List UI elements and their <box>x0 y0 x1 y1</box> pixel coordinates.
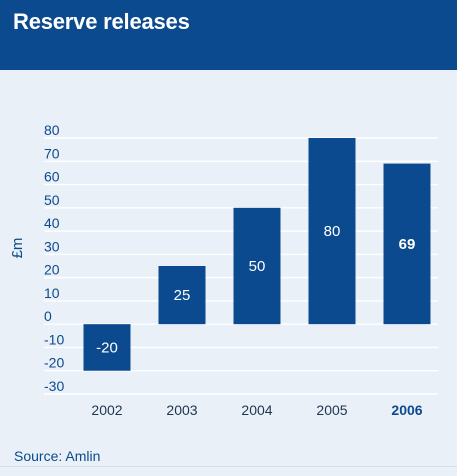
bar-2005 <box>308 138 356 325</box>
x-axis-ticks: 2002 2003 2004 2005 2006 <box>91 402 422 418</box>
y-tick-label: 70 <box>44 145 60 161</box>
x-tick-label: 2005 <box>316 402 347 418</box>
bar-2004 <box>233 207 281 325</box>
bar-value-label: 50 <box>249 258 266 275</box>
bars <box>83 138 431 371</box>
bar-labels: -20 25 50 80 69 <box>96 223 415 356</box>
y-axis-label: £m <box>9 238 26 259</box>
y-tick-label: 30 <box>44 238 60 254</box>
y-tick-label: 80 <box>44 122 60 138</box>
y-tick-label: 20 <box>44 262 60 278</box>
x-tick-label: 2006 <box>391 402 422 418</box>
x-tick-label: 2002 <box>91 402 122 418</box>
x-tick-label: 2003 <box>166 402 197 418</box>
bar-value-label: -20 <box>96 339 118 356</box>
y-tick-label: -20 <box>44 355 64 371</box>
bar-2006 <box>383 163 431 325</box>
y-axis-ticks: -30 -20 -10 0 10 20 30 40 50 60 70 80 <box>44 122 64 394</box>
y-tick-label: 40 <box>44 215 60 231</box>
bar-value-label: 25 <box>174 287 191 304</box>
bar-value-label: 80 <box>324 223 341 240</box>
y-tick-label: 50 <box>44 192 60 208</box>
footer-divider <box>0 466 457 467</box>
y-tick-label: -30 <box>44 378 64 394</box>
bar-value-label: 69 <box>399 236 416 253</box>
y-tick-label: 0 <box>44 308 52 324</box>
bar-2002 <box>83 324 131 371</box>
header-banner: Reserve releases <box>0 0 457 70</box>
y-tick-label: 60 <box>44 169 60 185</box>
chart-title: Reserve releases <box>13 9 190 34</box>
source-note: Source: Amlin <box>14 448 101 464</box>
x-tick-label: 2004 <box>241 402 272 418</box>
y-tick-label: -10 <box>44 331 64 347</box>
bar-2003 <box>158 266 206 325</box>
y-tick-label: 10 <box>44 285 60 301</box>
